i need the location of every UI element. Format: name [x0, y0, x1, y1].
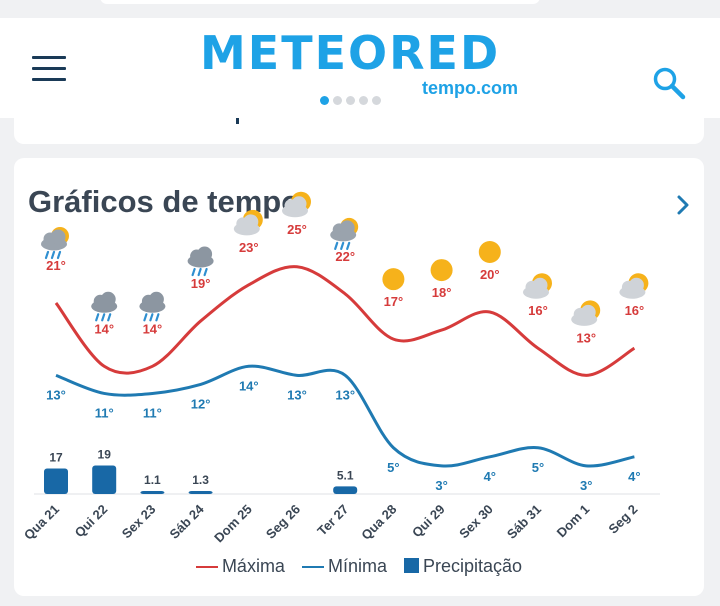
- precip-label: 1.1: [144, 473, 161, 487]
- legend-max: Máxima: [195, 556, 285, 577]
- day-label: Sáb 24: [166, 501, 207, 542]
- menu-icon[interactable]: [32, 56, 66, 82]
- page-indicator: [320, 92, 385, 105]
- sun-cloud-rain-icon: [41, 226, 69, 260]
- max-temp-label: 22°: [335, 249, 355, 264]
- min-temp-label: 3°: [435, 478, 447, 493]
- day-label: Qua 28: [358, 502, 399, 543]
- precip-label: 19: [98, 448, 112, 462]
- page-dot[interactable]: [333, 96, 342, 105]
- max-temp-label: 19°: [191, 276, 211, 291]
- meteored-logo[interactable]: METEORED tempo.com: [200, 26, 520, 98]
- max-temp-line: [54, 265, 636, 377]
- max-temp-label: 16°: [528, 303, 548, 318]
- max-temp-label: 23°: [239, 240, 259, 255]
- day-label: Seg 26: [263, 502, 303, 542]
- max-temp-label: 14°: [143, 321, 163, 336]
- day-label: Sáb 31: [504, 502, 544, 542]
- day-label: Qui 22: [72, 502, 111, 541]
- precip-bar: [92, 465, 117, 494]
- day-label: Sex 30: [456, 502, 496, 542]
- page-dot[interactable]: [346, 96, 355, 105]
- max-temp-label: 14°: [94, 321, 114, 336]
- rain-icon: [91, 291, 118, 322]
- precip-bar: [44, 468, 68, 494]
- day-label: Sex 23: [119, 502, 159, 542]
- precip-label: 1.3: [192, 473, 209, 487]
- max-temp-label: 20°: [480, 267, 500, 282]
- previous-card: [14, 118, 704, 144]
- day-label: Ter 27: [314, 502, 351, 539]
- sun-cloud-rain-icon: [330, 217, 359, 251]
- page-dot[interactable]: [359, 96, 368, 105]
- weather-chart: 17 19 1.1 1.3 5.1 13° 11° 11° 12° 14° 13° 13° 5° 3° 4°…: [21, 191, 660, 546]
- day-label: Dom 25: [211, 502, 255, 546]
- day-label: Seg 2: [605, 502, 640, 537]
- sun-icon: [382, 268, 405, 291]
- min-temp-label: 14°: [239, 378, 259, 393]
- min-temp-label: 13°: [335, 387, 355, 402]
- rain-icon: [139, 291, 166, 322]
- chevron-right-icon[interactable]: [676, 194, 690, 216]
- min-temp-label: 13°: [46, 387, 66, 402]
- sun-cloud-icon: [571, 300, 601, 326]
- sun-cloud-icon: [282, 191, 311, 218]
- precip-bar: [188, 491, 213, 494]
- max-temp-label: 13°: [576, 330, 596, 345]
- min-temp-label: 5°: [387, 460, 399, 475]
- max-temp-label: 25°: [287, 222, 307, 237]
- min-temp-label: 4°: [628, 469, 640, 484]
- min-temp-label: 11°: [95, 405, 114, 420]
- precip-label: 5.1: [337, 468, 354, 482]
- logo-text: METEORED: [200, 26, 501, 80]
- min-temp-line: [55, 364, 635, 468]
- max-temp-label: 21°: [46, 258, 66, 273]
- min-temp-label: 5°: [532, 460, 544, 475]
- page-dot[interactable]: [320, 96, 329, 105]
- search-icon[interactable]: [652, 66, 686, 100]
- precip-bar: [333, 486, 358, 494]
- sun-icon: [478, 241, 501, 263]
- precip-bar: [140, 491, 165, 494]
- sun-cloud-icon: [233, 209, 263, 236]
- sun-cloud-icon: [523, 273, 552, 299]
- rain-icon: [187, 246, 214, 277]
- precip-label: 17: [49, 451, 63, 465]
- min-temp-label: 3°: [580, 478, 592, 493]
- max-temp-label: 18°: [432, 285, 452, 300]
- weather-charts-card: Gráficos de tempo 17 19 1.1 1.3 5.1 13° 11° 11°…: [14, 158, 704, 596]
- day-label: Dom 1: [554, 502, 593, 541]
- min-temp-label: 12°: [191, 396, 211, 411]
- top-strip: [0, 0, 720, 18]
- app-header: METEORED tempo.com: [0, 18, 720, 118]
- min-temp-label: 13°: [287, 387, 307, 402]
- day-label: Qua 21: [21, 502, 62, 543]
- page-dot[interactable]: [372, 96, 381, 105]
- previous-pill: [100, 0, 540, 4]
- min-temp-label: 11°: [143, 405, 162, 420]
- chart-legend: Máxima Mínima Precipitação: [14, 556, 704, 577]
- sun-icon: [430, 259, 453, 282]
- sun-cloud-icon: [619, 273, 649, 299]
- day-label: Qui 29: [409, 502, 448, 541]
- min-temp-label: 4°: [484, 469, 496, 484]
- legend-min: Mínima: [301, 556, 387, 577]
- max-temp-label: 17°: [384, 294, 404, 309]
- legend-precip: Precipitação: [404, 556, 522, 577]
- logo-subtitle: tempo.com: [421, 78, 518, 98]
- max-temp-label: 16°: [625, 303, 645, 318]
